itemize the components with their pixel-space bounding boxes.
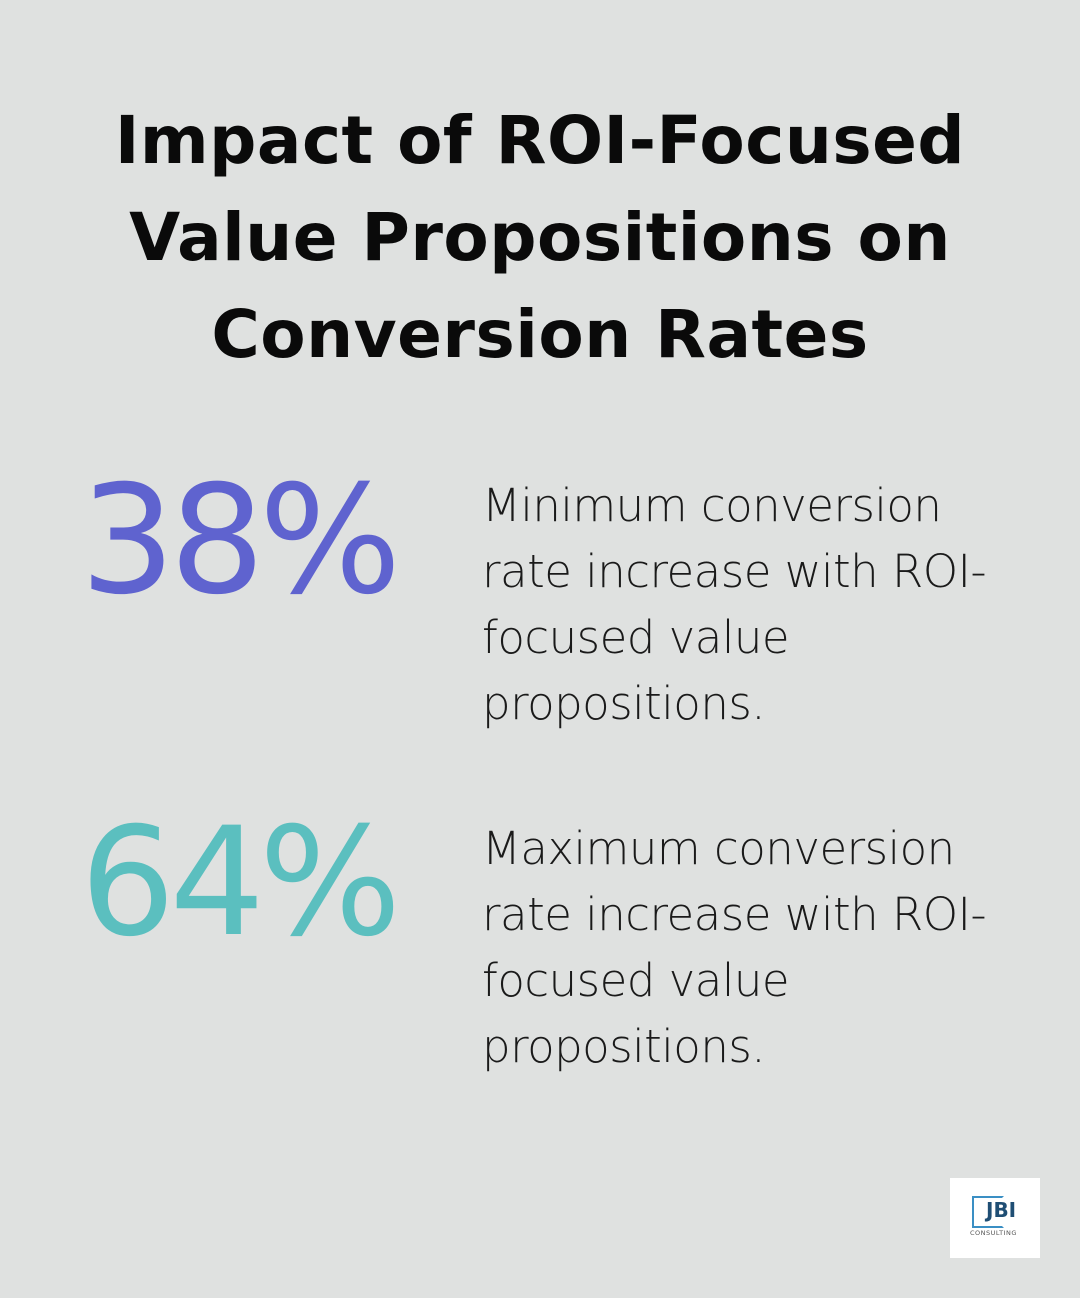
- stat-description-minimum: Minimum conversion rate increase with RO…: [482, 479, 987, 730]
- page-title: Impact of ROI-Focused Value Propositions…: [114, 102, 966, 373]
- logo-name: JBI: [986, 1198, 1017, 1222]
- jbi-consulting-logo: JBI CONSULTING: [950, 1178, 1040, 1258]
- logo-subtitle: CONSULTING: [970, 1229, 1017, 1237]
- logo-square-icon: [972, 1196, 1004, 1228]
- stat-description-maximum: Maximum conversion rate increase with RO…: [482, 822, 987, 1073]
- stat-value-maximum: 64%: [80, 796, 401, 970]
- stat-value-minimum: 38%: [80, 454, 401, 628]
